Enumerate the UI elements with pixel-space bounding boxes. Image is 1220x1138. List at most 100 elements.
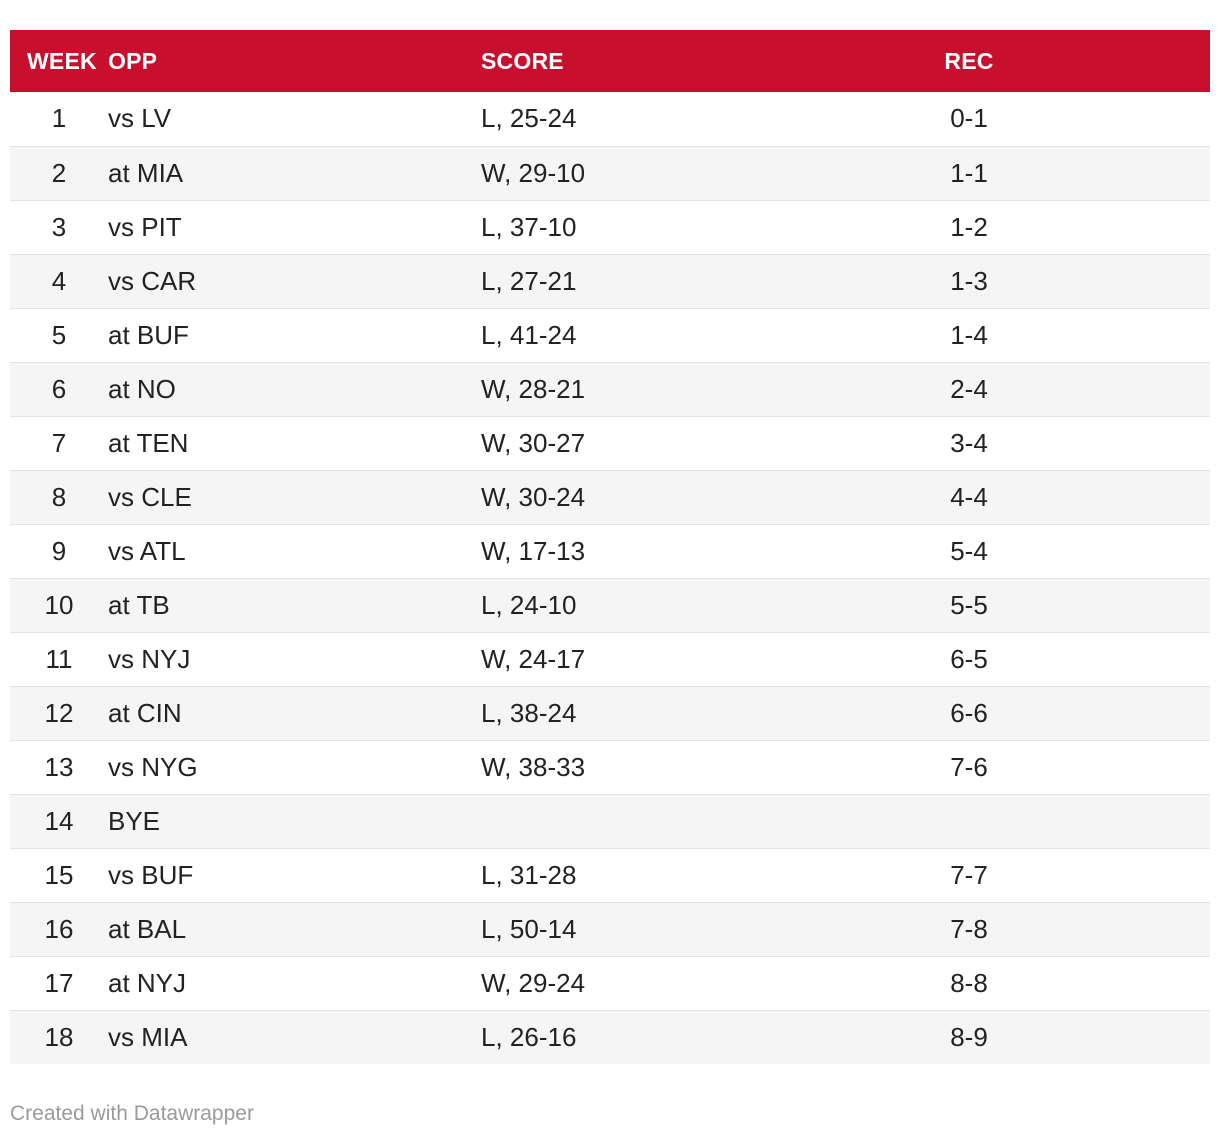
cell-opp: vs LV [108, 103, 172, 134]
table-row: 17 at NYJ W, 29-24 8-8 [10, 956, 1210, 1010]
cell-score: L, 37-10 [481, 211, 577, 242]
cell-spacer [1039, 362, 1210, 416]
datawrapper-credit: Created with Datawrapper [10, 1102, 254, 1125]
cell-opp: vs PIT [108, 211, 182, 242]
table-row: 9 vs ATL W, 17-13 5-4 [10, 524, 1210, 578]
table-row: 10 at TB L, 24-10 5-5 [10, 578, 1210, 632]
cell-spacer [1039, 956, 1210, 1010]
cell-rec: 2-4 [950, 373, 988, 404]
cell-rec: 8-8 [950, 967, 988, 998]
cell-opp: at TEN [108, 427, 189, 458]
cell-score: W, 29-10 [481, 157, 586, 188]
cell-score: W, 17-13 [481, 535, 586, 566]
cell-spacer [1039, 794, 1210, 848]
cell-week: 13 [44, 751, 74, 782]
cell-week: 1 [51, 103, 67, 134]
cell-spacer [1039, 416, 1210, 470]
table-row: 2 at MIA W, 29-10 1-1 [10, 146, 1210, 200]
cell-week: 3 [51, 211, 67, 242]
column-header-opp: OPP [108, 47, 158, 74]
cell-week: 8 [51, 481, 67, 512]
cell-rec: 7-7 [950, 859, 988, 890]
cell-week: 9 [51, 535, 67, 566]
cell-score: L, 38-24 [481, 697, 577, 728]
cell-spacer [1039, 470, 1210, 524]
cell-opp: at BAL [108, 913, 187, 944]
table-row: 3 vs PIT L, 37-10 1-2 [10, 200, 1210, 254]
cell-week: 14 [44, 805, 74, 836]
cell-spacer [1039, 308, 1210, 362]
cell-score: W, 29-24 [481, 967, 586, 998]
cell-rec: 5-4 [950, 535, 988, 566]
column-header-score: SCORE [481, 47, 564, 74]
cell-spacer [1039, 1010, 1210, 1064]
cell-week: 15 [44, 859, 74, 890]
schedule-table: WEEK OPP SCORE REC 1 vs LV L, 25-24 0-1 2 at … [10, 30, 1210, 1064]
cell-score: L, 50-14 [481, 913, 577, 944]
cell-rec: 4-4 [950, 481, 988, 512]
cell-rec: 7-6 [950, 751, 988, 782]
cell-spacer [1039, 848, 1210, 902]
column-header-week: WEEK [27, 47, 97, 74]
cell-score: W, 38-33 [481, 751, 586, 782]
cell-week: 12 [44, 697, 74, 728]
cell-rec: 7-8 [950, 913, 988, 944]
table-body: 1 vs LV L, 25-24 0-1 2 at MIA W, 29-10 1-1 3 vs P… [10, 92, 1210, 1064]
column-header-spacer [1039, 30, 1210, 92]
cell-week: 16 [44, 913, 74, 944]
cell-week: 5 [51, 319, 67, 350]
cell-week: 4 [51, 265, 67, 296]
table-row: 5 at BUF L, 41-24 1-4 [10, 308, 1210, 362]
cell-opp: at NYJ [108, 967, 187, 998]
cell-score: W, 30-24 [481, 481, 586, 512]
cell-opp: at NO [108, 373, 176, 404]
table-row: 4 vs CAR L, 27-21 1-3 [10, 254, 1210, 308]
cell-score: L, 27-21 [481, 265, 577, 296]
cell-spacer [1039, 686, 1210, 740]
table-row: 16 at BAL L, 50-14 7-8 [10, 902, 1210, 956]
cell-week: 6 [51, 373, 67, 404]
cell-opp: at TB [108, 589, 170, 620]
cell-rec [899, 794, 1039, 848]
cell-week: 17 [44, 967, 74, 998]
cell-spacer [1039, 524, 1210, 578]
table-row: 18 vs MIA L, 26-16 8-9 [10, 1010, 1210, 1064]
cell-rec: 5-5 [950, 589, 988, 620]
table-row: 6 at NO W, 28-21 2-4 [10, 362, 1210, 416]
cell-opp: vs CAR [108, 265, 197, 296]
cell-score: W, 24-17 [481, 643, 586, 674]
cell-spacer [1039, 578, 1210, 632]
cell-rec: 3-4 [950, 427, 988, 458]
cell-score [481, 794, 899, 848]
cell-spacer [1039, 902, 1210, 956]
cell-week: 2 [51, 157, 67, 188]
cell-score: L, 24-10 [481, 589, 577, 620]
cell-week: 11 [45, 643, 73, 674]
schedule-table-container: WEEK OPP SCORE REC 1 vs LV L, 25-24 0-1 2 at … [10, 30, 1210, 1064]
cell-opp: vs ATL [108, 535, 186, 566]
cell-week: 7 [51, 427, 67, 458]
cell-week: 10 [44, 589, 74, 620]
cell-rec: 0-1 [950, 103, 988, 134]
cell-opp: vs NYJ [108, 643, 191, 674]
cell-opp: vs CLE [108, 481, 192, 512]
table-row: 1 vs LV L, 25-24 0-1 [10, 92, 1210, 146]
cell-spacer [1039, 632, 1210, 686]
cell-score: L, 25-24 [481, 103, 577, 134]
cell-score: L, 26-16 [481, 1021, 577, 1052]
cell-spacer [1039, 740, 1210, 794]
cell-rec: 8-9 [950, 1021, 988, 1052]
cell-spacer [1039, 200, 1210, 254]
cell-score: L, 31-28 [481, 859, 577, 890]
table-row: 14 BYE [10, 794, 1210, 848]
cell-rec: 1-3 [950, 265, 988, 296]
cell-opp: BYE [108, 805, 161, 836]
cell-rec: 1-1 [950, 157, 988, 188]
cell-opp: at MIA [108, 157, 184, 188]
table-row: 11 vs NYJ W, 24-17 6-5 [10, 632, 1210, 686]
cell-spacer [1039, 92, 1210, 146]
table-header-row: WEEK OPP SCORE REC [10, 30, 1210, 92]
cell-score: W, 30-27 [481, 427, 586, 458]
table-row: 12 at CIN L, 38-24 6-6 [10, 686, 1210, 740]
cell-week: 18 [44, 1021, 74, 1052]
